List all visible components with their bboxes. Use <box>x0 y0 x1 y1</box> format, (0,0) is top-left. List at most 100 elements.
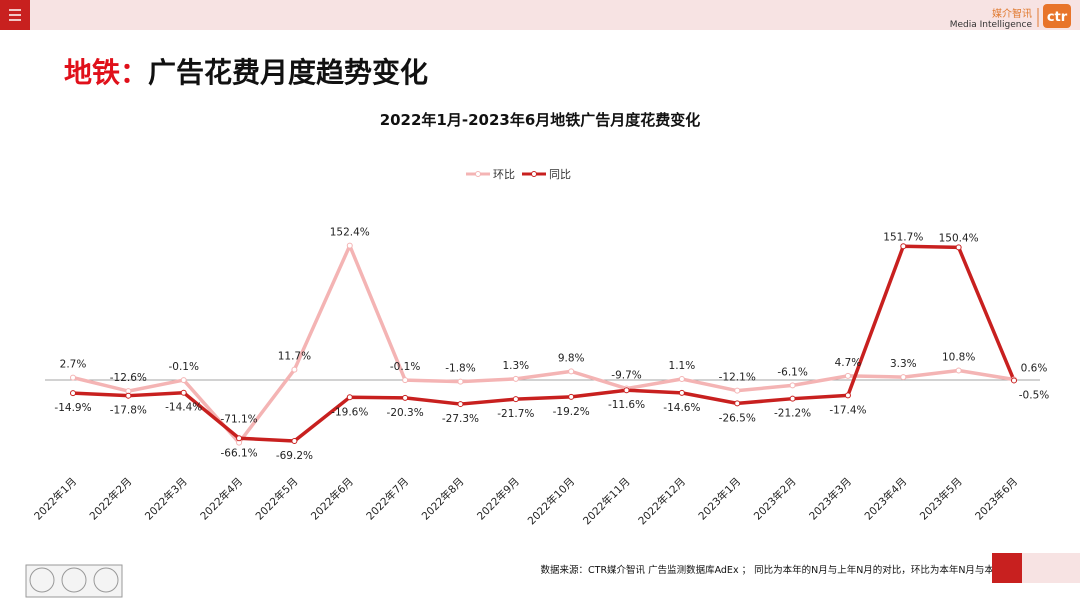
top-bar <box>0 0 1080 30</box>
x-tick-label: 2022年6月 <box>308 475 356 523</box>
logo-mark: ctr <box>1047 10 1068 25</box>
x-tick-label: 2022年1月 <box>31 475 79 523</box>
data-point <box>402 394 409 401</box>
x-tick-label: 2022年2月 <box>87 475 135 523</box>
data-point <box>900 374 907 381</box>
x-tick-label: 2022年11月 <box>580 475 632 527</box>
data-point <box>457 378 464 385</box>
data-point <box>291 366 298 373</box>
data-point <box>346 394 353 401</box>
certification-badges <box>25 564 123 598</box>
data-label: -1.8% <box>445 363 475 375</box>
data-point <box>844 392 851 399</box>
data-point <box>623 387 630 394</box>
data-label: 151.7% <box>883 231 923 243</box>
slide-title-lead: 地铁： <box>64 56 148 89</box>
data-label: -20.3% <box>387 407 424 419</box>
data-point <box>955 367 962 374</box>
data-label: 150.4% <box>939 232 979 244</box>
series-line <box>72 244 1016 443</box>
data-point <box>70 374 76 381</box>
corner-block <box>992 553 1022 583</box>
data-label: -6.1% <box>777 366 807 378</box>
source-note: 数据来源：CTR媒介智讯 广告监测数据库AdEx ； 同比为本年的N月与上年N月… <box>541 564 1058 576</box>
data-label: -19.2% <box>553 406 590 418</box>
x-tick-label: 2022年8月 <box>419 475 467 523</box>
data-point <box>789 382 796 389</box>
corner-block-light <box>1022 553 1080 583</box>
data-label: -14.4% <box>165 402 202 414</box>
data-point <box>568 368 575 375</box>
data-label: -17.8% <box>110 405 147 417</box>
x-tick-label: 2022年4月 <box>198 475 246 523</box>
data-label: -69.2% <box>276 450 313 462</box>
x-tick-label: 2022年5月 <box>253 475 301 523</box>
data-point <box>512 375 519 382</box>
data-label: 1.3% <box>502 360 529 372</box>
data-point <box>125 392 132 399</box>
data-label: -0.5% <box>1019 389 1049 401</box>
data-label: 3.3% <box>890 358 917 370</box>
data-point <box>1011 377 1017 384</box>
x-tick-label: 2023年3月 <box>806 475 854 523</box>
legend-marker <box>531 171 537 177</box>
data-label: -21.7% <box>497 408 534 420</box>
chart-title: 2022年1月-2023年6月地铁广告月度花费变化 <box>380 111 701 129</box>
data-label: 9.8% <box>558 352 585 364</box>
data-point <box>955 244 962 251</box>
data-point <box>70 390 76 397</box>
data-point <box>844 372 851 379</box>
data-label: -19.6% <box>331 406 368 418</box>
x-tick-label: 2022年9月 <box>474 475 522 523</box>
data-label: -66.1% <box>220 447 257 459</box>
menu-icon <box>9 9 21 21</box>
x-tick-label: 2022年7月 <box>364 475 412 523</box>
data-label: 11.7% <box>278 351 311 363</box>
data-label: 10.8% <box>942 351 975 363</box>
data-label: -21.2% <box>774 408 811 420</box>
x-tick-label: 2023年4月 <box>862 475 910 523</box>
data-label: -9.7% <box>611 370 641 382</box>
logo-cn: 媒介智讯 <box>992 7 1032 20</box>
logo-en: Media Intelligence <box>950 20 1033 30</box>
x-tick-label: 2023年2月 <box>751 475 799 523</box>
x-tick-label: 2022年3月 <box>142 475 190 523</box>
data-point <box>402 377 409 384</box>
data-label: -14.6% <box>663 402 700 414</box>
data-label: 2.7% <box>60 359 87 371</box>
series-line <box>72 243 1015 445</box>
data-point <box>568 393 575 400</box>
data-label: 4.7% <box>835 357 862 369</box>
data-label: -12.1% <box>719 372 756 384</box>
data-point <box>900 243 907 250</box>
data-label: -12.6% <box>110 372 147 384</box>
data-point <box>346 242 353 249</box>
data-point <box>236 435 243 442</box>
data-label: -0.1% <box>390 361 420 373</box>
data-label: -14.9% <box>54 402 91 414</box>
data-point <box>678 389 685 396</box>
data-label: 0.6% <box>1021 362 1048 374</box>
data-label: -27.3% <box>442 413 479 425</box>
legend-label: 环比 <box>493 168 515 181</box>
data-point <box>734 387 741 394</box>
x-tick-label: 2023年6月 <box>972 475 1020 523</box>
slide-title-rest: 广告花费月度趋势变化 <box>148 56 428 89</box>
data-point <box>678 376 685 383</box>
x-tick-label: 2023年1月 <box>696 475 744 523</box>
x-tick-label: 2023年5月 <box>917 475 965 523</box>
data-label: -17.4% <box>829 404 866 416</box>
x-tick-label: 2022年10月 <box>525 475 577 527</box>
data-point <box>457 401 464 408</box>
data-label: 152.4% <box>330 227 370 239</box>
data-label: -11.6% <box>608 399 645 411</box>
x-tick-label: 2022年12月 <box>636 475 688 527</box>
data-point <box>734 400 741 407</box>
data-point <box>180 389 187 396</box>
legend-marker <box>475 171 481 177</box>
data-point <box>291 437 298 444</box>
data-point <box>789 395 796 402</box>
logo-badge <box>1043 4 1071 28</box>
data-point <box>180 377 187 384</box>
